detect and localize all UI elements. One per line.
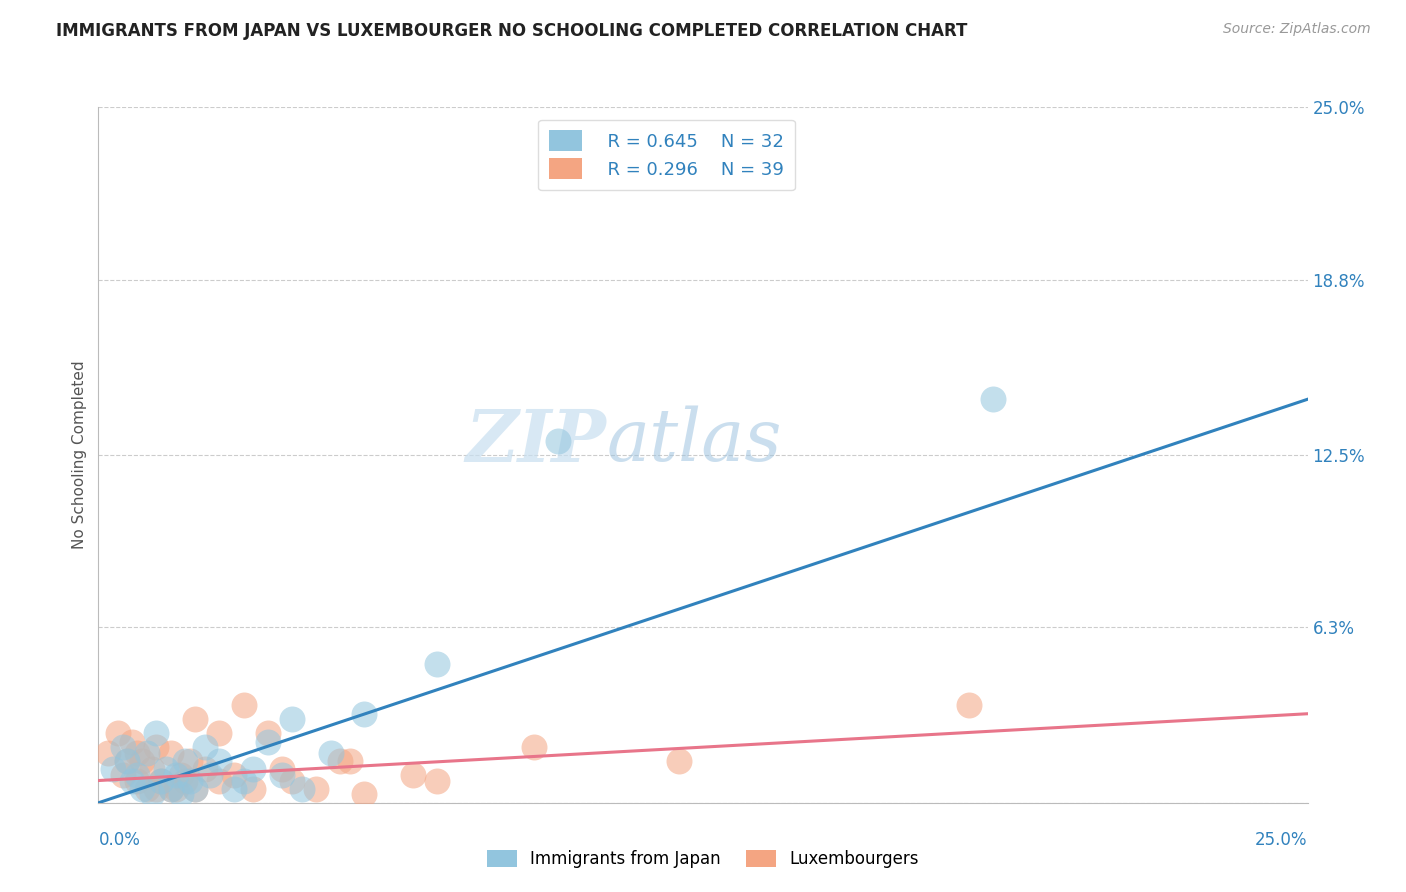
Point — [271, 768, 294, 782]
Point — [329, 754, 352, 768]
Point — [165, 768, 187, 782]
Point — [145, 781, 167, 796]
Point — [107, 726, 129, 740]
Point — [198, 768, 221, 782]
Legend: Immigrants from Japan, Luxembourgers: Immigrants from Japan, Luxembourgers — [481, 843, 925, 875]
Legend:   R = 0.645    N = 32,   R = 0.296    N = 39: R = 0.645 N = 32, R = 0.296 N = 39 — [538, 120, 794, 190]
Point — [121, 734, 143, 748]
Point — [256, 734, 278, 748]
Point — [305, 781, 328, 796]
Point — [111, 740, 134, 755]
Point — [135, 746, 157, 760]
Point — [194, 740, 217, 755]
Text: 25.0%: 25.0% — [1256, 830, 1308, 848]
Text: atlas: atlas — [606, 406, 782, 476]
Point — [141, 763, 163, 777]
Point — [135, 781, 157, 796]
Point — [127, 773, 149, 788]
Point — [232, 698, 254, 713]
Point — [165, 781, 187, 796]
Point — [426, 773, 449, 788]
Point — [117, 754, 139, 768]
Point — [353, 706, 375, 721]
Point — [256, 726, 278, 740]
Point — [111, 768, 134, 782]
Point — [97, 746, 120, 760]
Point — [242, 781, 264, 796]
Point — [184, 781, 207, 796]
Point — [174, 754, 197, 768]
Text: ZIP: ZIP — [465, 406, 606, 476]
Point — [141, 788, 163, 802]
Point — [957, 698, 980, 713]
Point — [222, 781, 245, 796]
Point — [131, 754, 153, 768]
Point — [547, 434, 569, 448]
Point — [208, 773, 231, 788]
Point — [281, 712, 304, 726]
Point — [402, 768, 425, 782]
Point — [160, 781, 183, 796]
Point — [194, 763, 217, 777]
Point — [150, 773, 173, 788]
Text: Source: ZipAtlas.com: Source: ZipAtlas.com — [1223, 22, 1371, 37]
Point — [150, 773, 173, 788]
Point — [179, 773, 201, 788]
Point — [169, 788, 191, 802]
Point — [290, 781, 312, 796]
Point — [232, 773, 254, 788]
Point — [339, 754, 361, 768]
Point — [145, 726, 167, 740]
Point — [169, 768, 191, 782]
Y-axis label: No Schooling Completed: No Schooling Completed — [72, 360, 87, 549]
Point — [353, 788, 375, 802]
Point — [184, 781, 207, 796]
Point — [179, 754, 201, 768]
Point — [160, 746, 183, 760]
Point — [242, 763, 264, 777]
Point — [117, 754, 139, 768]
Point — [184, 712, 207, 726]
Point — [281, 773, 304, 788]
Point — [426, 657, 449, 671]
Point — [145, 740, 167, 755]
Point — [319, 746, 342, 760]
Point — [155, 763, 177, 777]
Point — [271, 763, 294, 777]
Point — [981, 392, 1004, 407]
Point — [668, 754, 690, 768]
Point — [121, 773, 143, 788]
Point — [208, 754, 231, 768]
Text: 0.0%: 0.0% — [98, 830, 141, 848]
Point — [174, 773, 197, 788]
Point — [127, 746, 149, 760]
Point — [160, 781, 183, 796]
Text: IMMIGRANTS FROM JAPAN VS LUXEMBOURGER NO SCHOOLING COMPLETED CORRELATION CHART: IMMIGRANTS FROM JAPAN VS LUXEMBOURGER NO… — [56, 22, 967, 40]
Point — [222, 768, 245, 782]
Point — [208, 726, 231, 740]
Point — [101, 763, 124, 777]
Point — [127, 768, 149, 782]
Point — [523, 740, 546, 755]
Point — [131, 781, 153, 796]
